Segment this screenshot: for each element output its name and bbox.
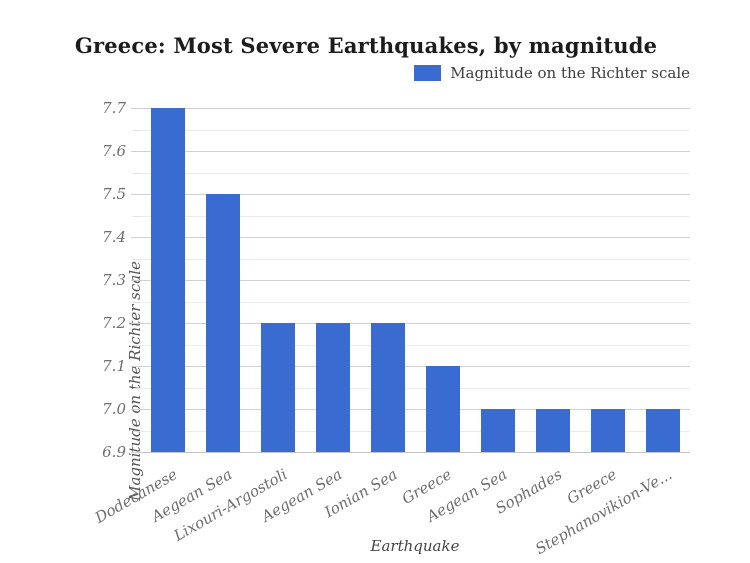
x-axis-title: Earthquake: [370, 537, 460, 555]
y-tick-mark: [133, 172, 140, 174]
bar: [425, 366, 460, 452]
y-tick-mark: [133, 301, 140, 303]
gridline-minor: [140, 387, 690, 389]
y-tick-mark: [131, 108, 140, 109]
y-tick-mark: [133, 129, 140, 131]
gridline-major: [140, 409, 690, 410]
gridline-minor: [140, 215, 690, 217]
gridline-major: [140, 366, 690, 367]
bar: [645, 409, 680, 452]
y-tick-mark: [133, 344, 140, 346]
gridline-minor: [140, 301, 690, 303]
y-tick-mark: [131, 323, 140, 324]
legend: Magnitude on the Richter scale: [414, 64, 690, 82]
bar: [205, 194, 240, 452]
bar: [590, 409, 625, 452]
gridline-major: [140, 323, 690, 324]
bar: [535, 409, 570, 452]
chart-title: Greece: Most Severe Earthquakes, by magn…: [74, 33, 658, 58]
y-tick-label: 6.9: [102, 443, 126, 461]
y-tick-label: 7.7: [102, 99, 126, 117]
gridline-major: [140, 194, 690, 195]
x-axis-baseline: [140, 452, 690, 453]
legend-swatch: [414, 65, 442, 81]
y-tick-mark: [131, 409, 140, 410]
gridline-minor: [140, 430, 690, 432]
y-tick-label: 7.3: [102, 271, 126, 289]
y-tick-label: 7.6: [102, 142, 126, 160]
gridline-major: [140, 108, 690, 109]
gridline-minor: [140, 172, 690, 174]
bar: [260, 323, 295, 452]
y-tick-mark: [131, 237, 140, 238]
gridline-major: [140, 151, 690, 152]
gridline-minor: [140, 258, 690, 260]
gridline-minor: [140, 344, 690, 346]
y-tick-mark: [133, 430, 140, 432]
bar: [150, 108, 185, 452]
y-tick-mark: [131, 280, 140, 281]
bar: [315, 323, 350, 452]
y-tick-mark: [131, 151, 140, 152]
y-tick-mark: [131, 366, 140, 367]
y-tick-mark: [133, 215, 140, 217]
y-tick-label: 7.0: [102, 400, 126, 418]
bar: [370, 323, 405, 452]
y-tick-label: 7.5: [102, 185, 126, 203]
y-tick-label: 7.4: [102, 228, 126, 246]
y-tick-label: 7.2: [102, 314, 126, 332]
y-tick-mark: [133, 258, 140, 260]
y-tick-mark: [133, 387, 140, 389]
bar: [480, 409, 515, 452]
legend-label: Magnitude on the Richter scale: [450, 64, 690, 82]
gridline-major: [140, 280, 690, 281]
y-tick-label: 7.1: [102, 357, 126, 375]
y-tick-mark: [131, 194, 140, 195]
gridline-minor: [140, 129, 690, 131]
plot-area: Magnitude on the Richter scale 6.9 7.0 7.1…: [91, 99, 690, 558]
y-tick-mark: [131, 452, 140, 453]
gridline-major: [140, 237, 690, 238]
